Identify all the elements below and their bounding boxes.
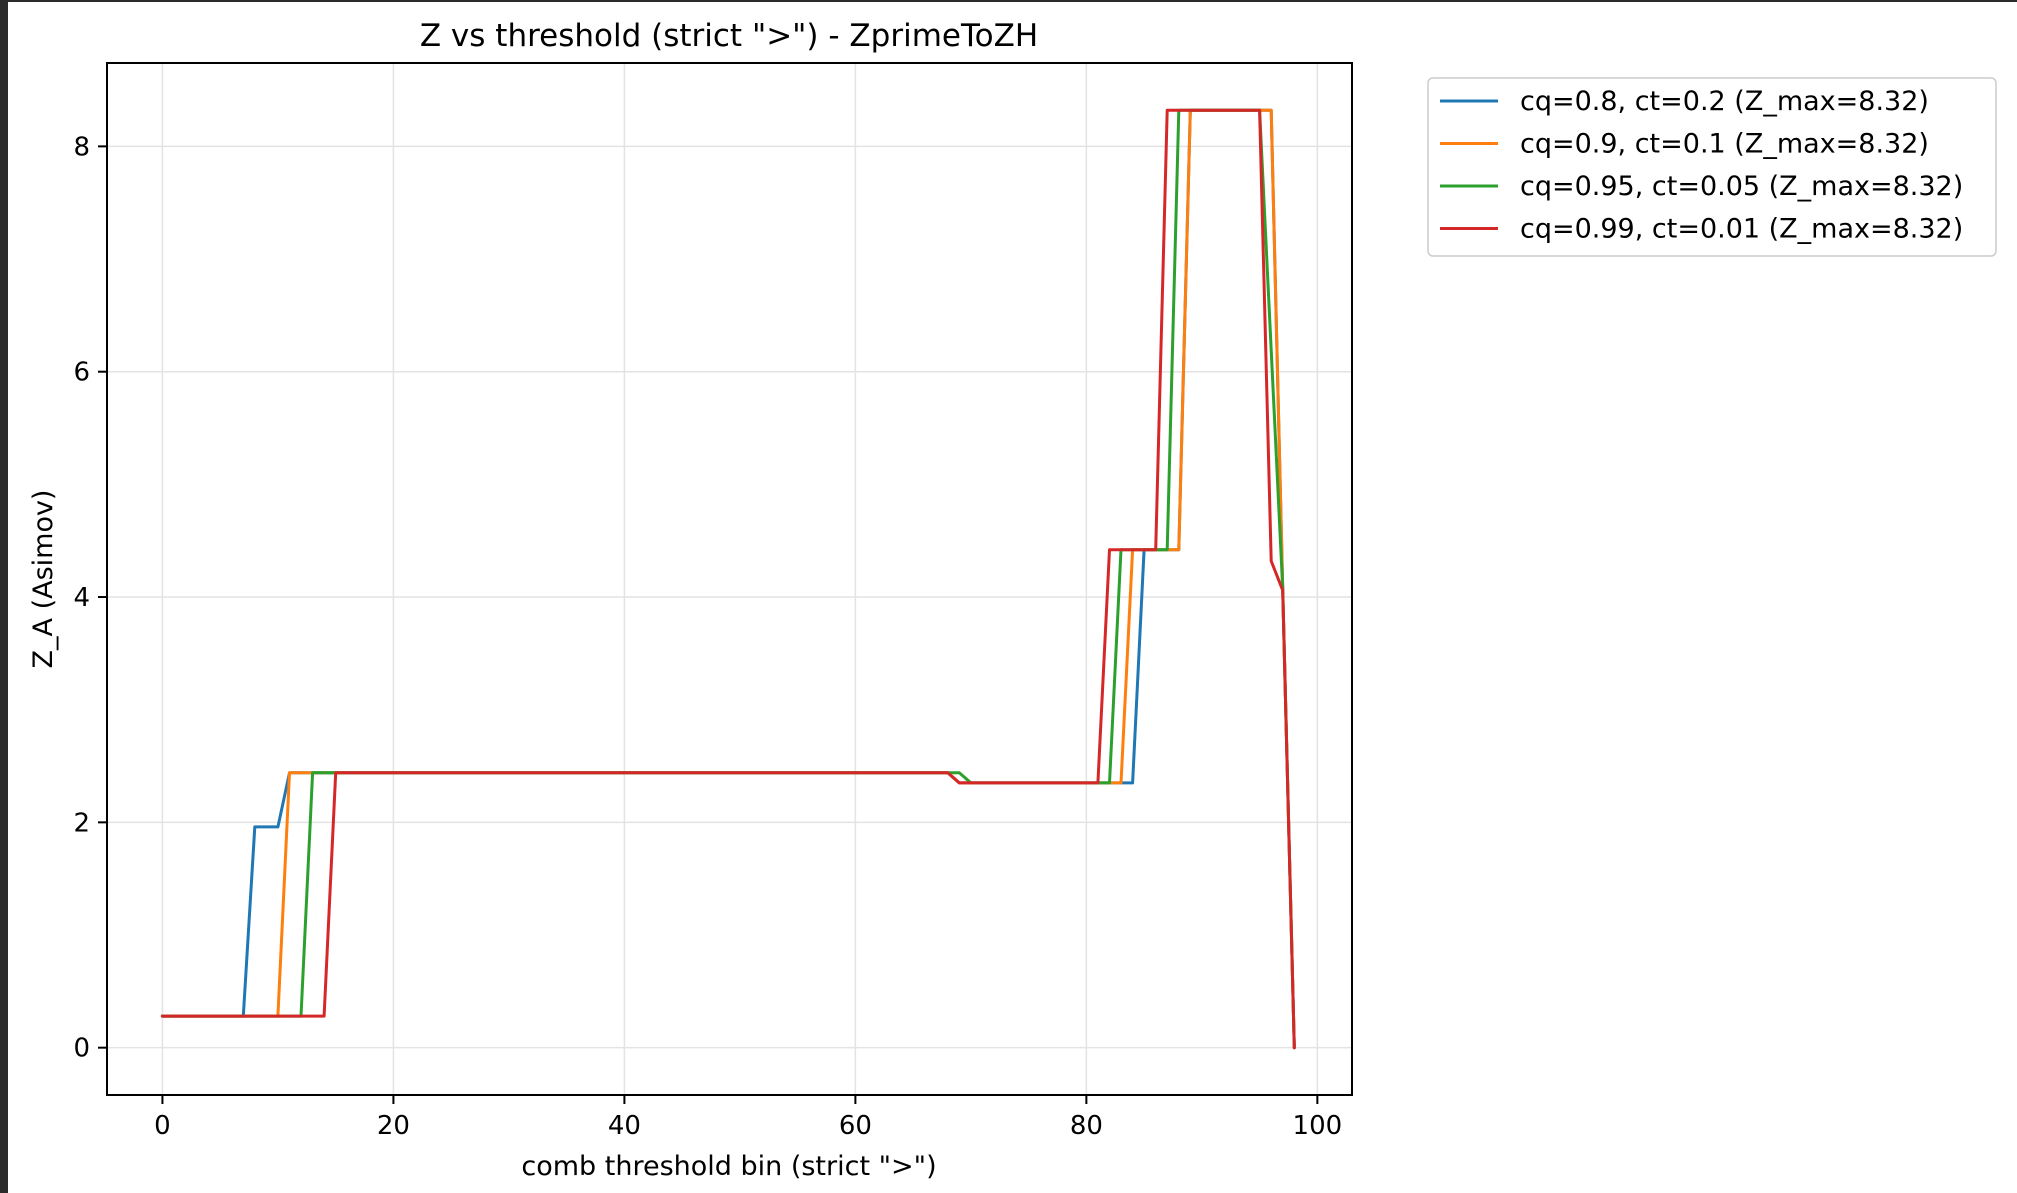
plot-frame [106, 62, 1353, 1096]
legend: cq=0.8, ct=0.2 (Z_max=8.32) cq=0.9, ct=0.… [1427, 77, 1997, 257]
legend-box [1427, 77, 1997, 257]
legend-label-3: cq=0.95, ct=0.05 (Z_max=8.32) [1520, 171, 1963, 202]
x-tick-label: 40 [608, 1111, 641, 1141]
x-axis-label: comb threshold bin (strict ">") [521, 1151, 936, 1182]
y-tick-label: 8 [73, 132, 90, 162]
window-edge-left [0, 0, 8, 1193]
series-lines [160, 108, 1296, 1050]
axis-ticks: 0 20 40 60 80 100 0 2 4 6 8 [73, 132, 1342, 1141]
y-axis-label: Z_A (Asimov) [28, 490, 59, 669]
y-tick-label: 0 [73, 1034, 90, 1064]
chart-title: Z vs threshold (strict ">") - ZprimeToZH [420, 18, 1038, 54]
series-line-1 [160, 108, 1296, 1050]
y-tick-label: 6 [73, 358, 90, 388]
series-line-2 [160, 108, 1296, 1050]
window-edge-top [0, 0, 2017, 2]
grid [107, 63, 1352, 1095]
x-tick-label: 20 [377, 1111, 410, 1141]
y-tick-label: 4 [73, 583, 90, 613]
y-tick-label: 2 [73, 808, 90, 838]
x-tick-label: 60 [839, 1111, 872, 1141]
legend-label-1: cq=0.8, ct=0.2 (Z_max=8.32) [1520, 86, 1929, 117]
series-line-3 [160, 108, 1296, 1050]
x-tick-label: 0 [154, 1111, 171, 1141]
legend-label-4: cq=0.99, ct=0.01 (Z_max=8.32) [1520, 214, 1963, 245]
series-line-4 [160, 108, 1296, 1050]
x-tick-label: 80 [1070, 1111, 1103, 1141]
legend-label-2: cq=0.9, ct=0.1 (Z_max=8.32) [1520, 129, 1929, 160]
x-tick-label: 100 [1293, 1111, 1343, 1141]
